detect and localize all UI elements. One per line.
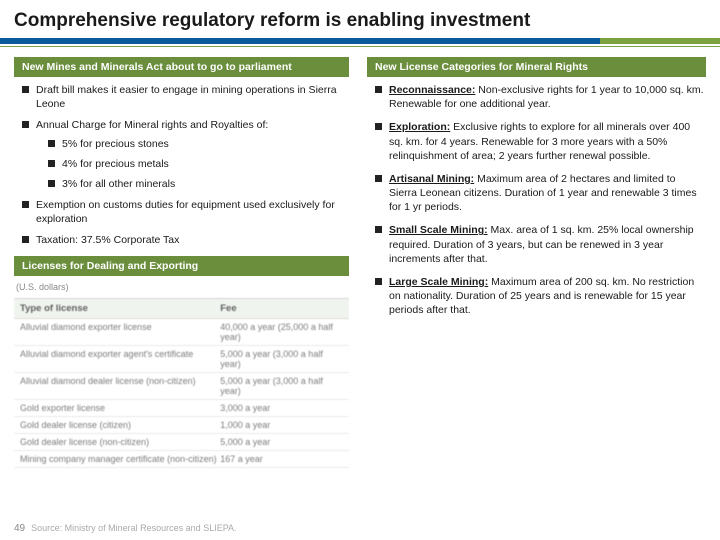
divider-thin [0,46,720,47]
table-row: Gold exporter license3,000 a year [14,400,349,417]
list-item: Exploration: Exclusive rights to explore… [375,120,706,163]
table-row: Alluvial diamond exporter agent's certif… [14,346,349,373]
section-header-categories: New License Categories for Mineral Right… [367,57,706,77]
term-label: Exploration: [389,121,450,133]
table-row: Mining company manager certificate (non-… [14,451,349,468]
table-row: Alluvial diamond dealer license (non-cit… [14,373,349,400]
sub-bullets: 5% for precious stones 4% for precious m… [36,133,349,192]
list-item: Artisanal Mining: Maximum area of 2 hect… [375,172,706,215]
table-row: Gold dealer license (citizen)1,000 a yea… [14,417,349,434]
term-label: Reconnaissance: [389,84,475,96]
page-title: Comprehensive regulatory reform is enabl… [0,0,720,38]
table-row: Alluvial diamond exporter license40,000 … [14,319,349,346]
divider-blue [0,38,600,44]
section-header-licenses: Licenses for Dealing and Exporting [14,256,349,276]
list-item: Reconnaissance: Non-exclusive rights for… [375,83,706,111]
list-item-label: Annual Charge for Mineral rights and Roy… [36,119,268,131]
term-label: Small Scale Mining: [389,224,488,236]
table-col-header-type: Type of license [20,303,220,314]
column-right: New License Categories for Mineral Right… [367,57,706,468]
slide-number: 49 [14,523,25,534]
list-item: Annual Charge for Mineral rights and Roy… [22,118,349,191]
list-item: Large Scale Mining: Maximum area of 200 … [375,275,706,318]
list-item: 4% for precious metals [48,157,349,171]
table-col-header-fee: Fee [220,303,343,314]
list-item: 5% for precious stones [48,137,349,151]
list-item: Exemption on customs duties for equipmen… [22,198,349,226]
footer: 49 Source: Ministry of Mineral Resources… [14,523,237,534]
list-item: Taxation: 37.5% Corporate Tax [22,233,349,247]
categories-bullets: Reconnaissance: Non-exclusive rights for… [367,83,706,317]
section-header-mines-act: New Mines and Minerals Act about to go t… [14,57,349,77]
table-head: Type of license Fee [14,299,349,319]
term-label: Large Scale Mining: [389,276,488,288]
source-line: Source: Ministry of Mineral Resources an… [31,523,236,533]
list-item: 3% for all other minerals [48,177,349,191]
list-item: Small Scale Mining: Max. area of 1 sq. k… [375,223,706,266]
divider-green [600,38,720,44]
list-item: Draft bill makes it easier to engage in … [22,83,349,111]
table-currency-note: (U.S. dollars) [16,282,349,292]
content-area: New Mines and Minerals Act about to go t… [0,57,720,468]
license-fee-table: Type of license Fee Alluvial diamond exp… [14,298,349,468]
term-label: Artisanal Mining: [389,173,474,185]
divider-bar [0,38,720,44]
table-row: Gold dealer license (non-citizen)5,000 a… [14,434,349,451]
mines-act-bullets: Draft bill makes it easier to engage in … [14,83,349,248]
column-left: New Mines and Minerals Act about to go t… [14,57,349,468]
